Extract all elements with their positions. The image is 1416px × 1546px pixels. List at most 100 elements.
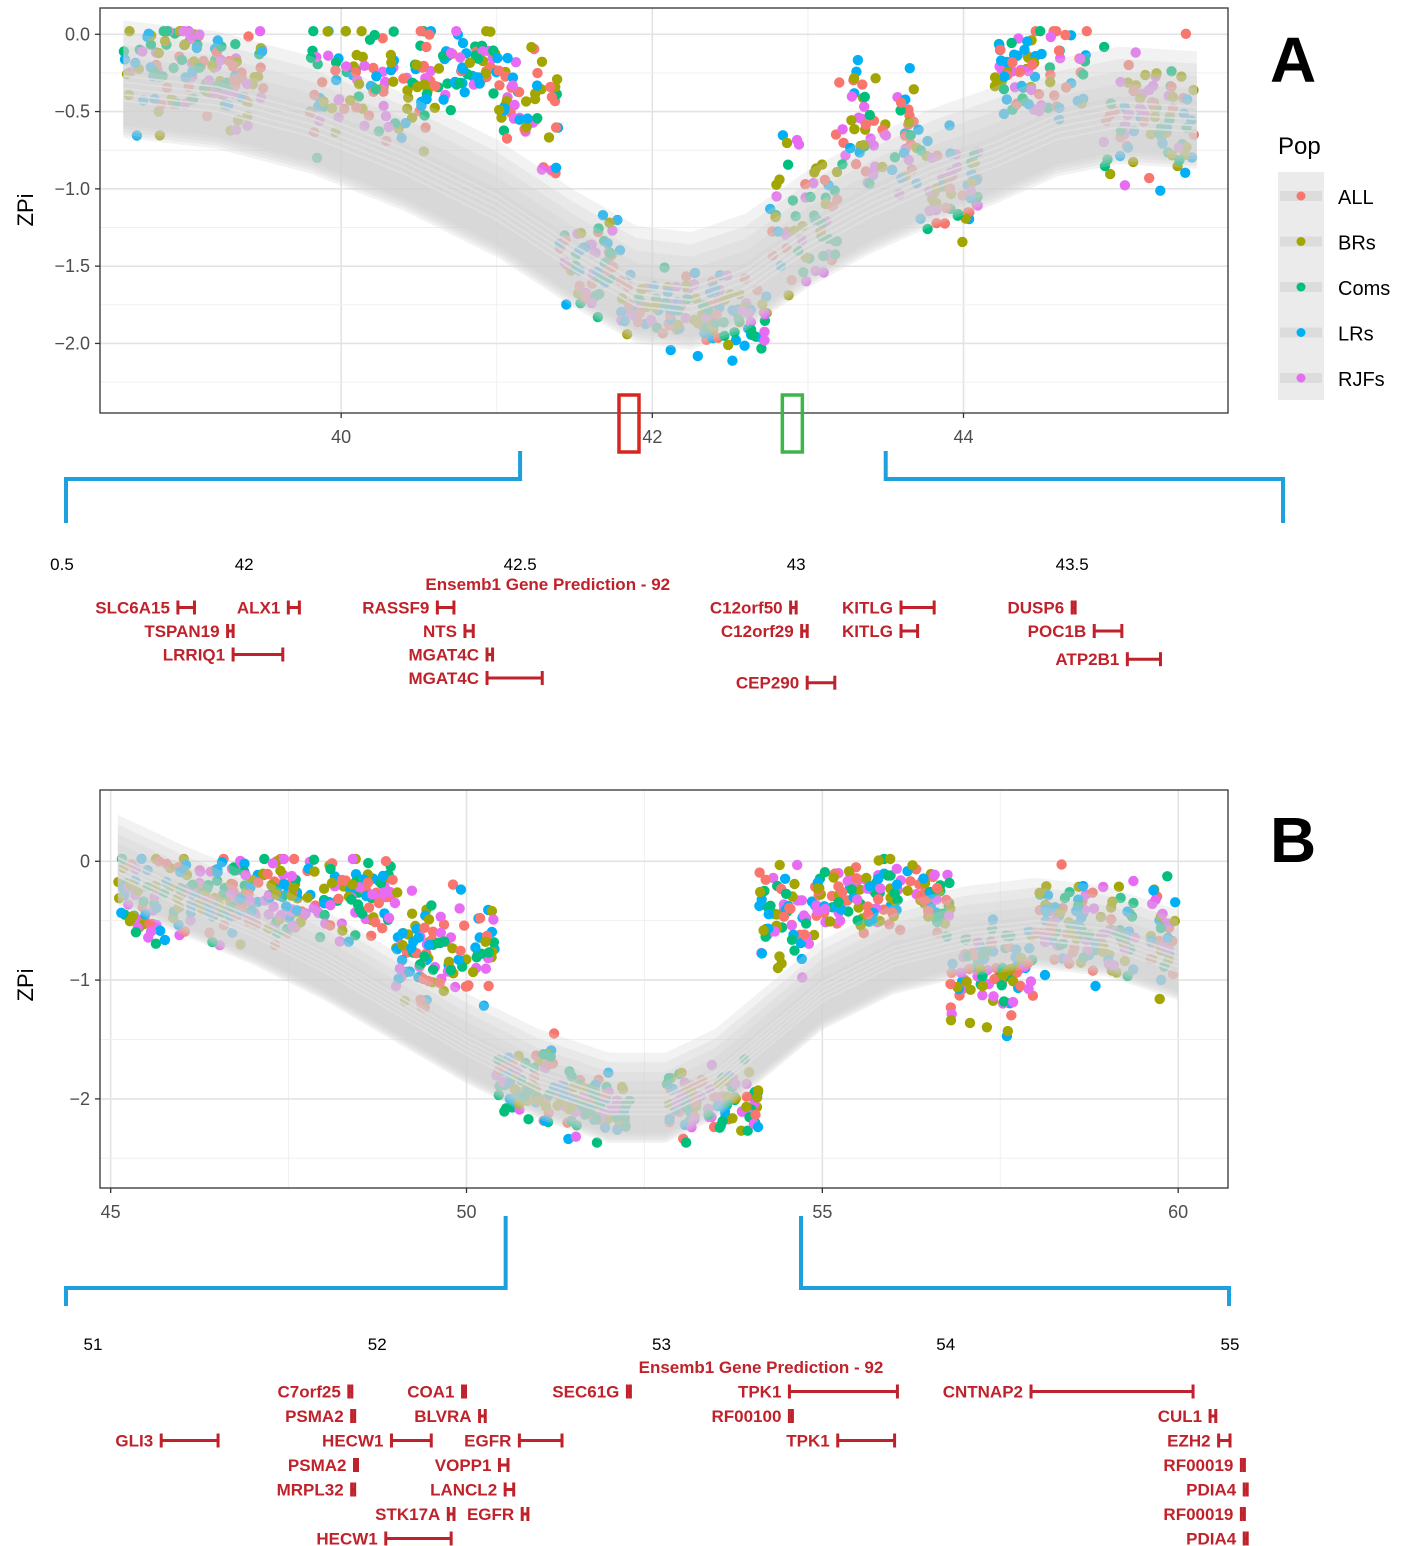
legend-label: ALL [1338, 187, 1374, 209]
data-point-lrs [227, 927, 238, 938]
data-point-brs [758, 925, 769, 936]
gene-label: TPK1 [786, 1432, 829, 1451]
smooth-confidence-band [123, 69, 1197, 350]
gene-feature: RF00019 [1163, 1456, 1246, 1475]
data-point-lrs [420, 93, 432, 105]
data-point-rjfs [808, 178, 819, 189]
data-point-rjfs [891, 863, 902, 874]
data-point-coms [663, 1073, 675, 1084]
data-point-brs [755, 886, 766, 898]
gene-feature: MRPL32 [277, 1481, 357, 1500]
data-point-coms [1166, 66, 1177, 77]
data-point-rjfs [359, 60, 370, 71]
data-point-lrs [175, 866, 186, 878]
data-point-brs [533, 1095, 544, 1107]
data-point-lrs [727, 305, 738, 316]
data-point-brs [1166, 150, 1178, 161]
data-point-coms [859, 91, 870, 103]
data-point-brs [543, 132, 555, 143]
gene-feature: STK17A [375, 1505, 456, 1524]
gene-feature: MGAT4C [409, 646, 495, 665]
data-point-brs [345, 95, 356, 106]
gene-feature: TPK1 [738, 1383, 899, 1402]
gene-label: Ensemb1 Gene Prediction - 92 [639, 1358, 884, 1377]
data-point-all [548, 1028, 560, 1039]
data-point-brs [816, 159, 828, 170]
data-point-lrs [614, 245, 626, 256]
gene-label: CUL1 [1158, 1407, 1202, 1426]
data-point-lrs [459, 87, 470, 98]
data-point-coms [158, 26, 169, 37]
gene-label: PDIA4 [1186, 1481, 1237, 1500]
data-point-all [860, 119, 872, 130]
data-point-all [1180, 28, 1192, 39]
data-point-lrs [852, 54, 864, 66]
data-point-brs [1134, 93, 1146, 104]
data-point-rjfs [383, 121, 394, 133]
data-point-lrs [393, 973, 404, 984]
gene-feature: CNTNAP2 [943, 1383, 1195, 1402]
data-point-rjfs [488, 914, 499, 925]
smooth-confidence-band [123, 20, 1197, 338]
data-point-coms [187, 879, 198, 890]
data-point-coms [905, 130, 916, 141]
data-point-brs [356, 26, 367, 37]
gene-feature: EZH2 [1167, 1432, 1232, 1451]
data-point-brs [622, 329, 633, 340]
data-point-coms [138, 896, 149, 907]
gene-label: C7orf25 [278, 1383, 341, 1402]
data-point-lrs [397, 928, 408, 939]
data-point-rjfs [383, 912, 395, 924]
data-point-brs [509, 1083, 520, 1095]
data-point-coms [437, 50, 449, 62]
data-point-lrs [281, 901, 292, 912]
data-point-lrs [385, 65, 397, 76]
gene-feature: KITLG [842, 599, 936, 618]
data-point-all [378, 86, 389, 97]
gene-feature: PSMA2 [285, 1407, 357, 1426]
data-point-brs [411, 59, 422, 71]
zoom-bracket [798, 1216, 1231, 1306]
data-point-lrs [130, 57, 141, 69]
scale-tick-label: 52 [368, 1335, 387, 1354]
data-point-coms [488, 88, 499, 99]
data-point-rjfs [875, 883, 886, 894]
data-point-all [741, 1091, 752, 1102]
y-tick-label: −1.5 [54, 256, 90, 276]
data-point-all [895, 97, 907, 108]
data-point-all [351, 102, 362, 113]
data-point-all [363, 902, 375, 913]
gene-feature: HECW1 [316, 1530, 453, 1546]
data-point-rjfs [834, 915, 846, 926]
data-point-rjfs [435, 911, 446, 922]
data-point-rjfs [268, 901, 279, 912]
gene-label: RF00100 [711, 1407, 781, 1426]
data-point-brs [650, 302, 661, 313]
data-point-all [243, 31, 254, 42]
data-point-rjfs [977, 990, 988, 1001]
data-point-rjfs [760, 308, 771, 320]
data-point-coms [427, 964, 439, 975]
data-point-rjfs [195, 866, 206, 877]
data-point-all [430, 81, 441, 92]
data-point-brs [877, 161, 888, 173]
data-point-lrs [371, 71, 382, 82]
data-point-coms [944, 877, 955, 889]
data-point-rjfs [810, 265, 821, 276]
data-point-brs [1176, 71, 1187, 82]
data-point-brs [270, 888, 282, 900]
data-point-lrs [246, 905, 257, 917]
gene-label: EZH2 [1167, 1432, 1210, 1451]
gene-label: POC1B [1028, 622, 1087, 641]
gene-feature: CEP290 [736, 674, 837, 693]
data-point-brs [521, 121, 532, 133]
data-point-lrs [472, 72, 483, 83]
zoom-bracket [64, 1216, 508, 1306]
data-point-brs [843, 866, 855, 877]
data-point-rjfs [1045, 31, 1057, 43]
data-point-rjfs [308, 902, 319, 914]
data-point-coms [782, 159, 794, 170]
data-point-all [903, 104, 914, 115]
data-point-brs [1045, 77, 1056, 88]
data-point-brs [604, 217, 615, 228]
